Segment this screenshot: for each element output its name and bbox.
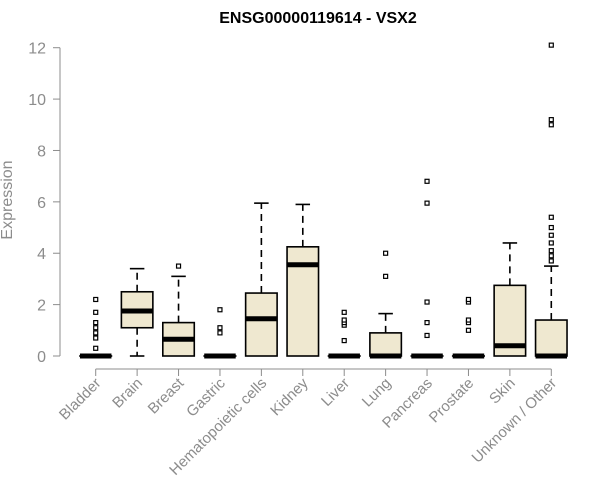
y-axis-label: Expression (0, 160, 16, 239)
outlier-point (424, 332, 430, 339)
y-tick-label: 2 (37, 298, 46, 315)
x-tick-label: Breast (145, 374, 188, 417)
y-tick-label: 10 (28, 92, 46, 109)
outlier-point (93, 335, 99, 341)
x-tick-label: Brain (109, 375, 146, 412)
outlier-point (548, 232, 554, 238)
chart-title: ENSG00000119614 - VSX2 (219, 10, 417, 27)
outlier-point (465, 327, 472, 333)
outlier-point (465, 317, 472, 323)
outlier-point (341, 337, 347, 344)
x-tick-label: Bladder (56, 375, 105, 424)
outlier-point (548, 258, 554, 264)
outlier-point (93, 309, 99, 315)
outlier-point (424, 299, 430, 305)
outlier-point (93, 296, 99, 303)
x-tick-label: Liver (318, 375, 353, 410)
y-tick-label: 4 (37, 246, 46, 263)
outlier-point (383, 273, 389, 279)
x-tick-label: Skin (486, 375, 519, 408)
outlier-point (548, 117, 554, 123)
outlier-point (341, 309, 347, 315)
outlier-point (175, 263, 182, 269)
box-brain (120, 267, 154, 357)
box-pancreas (410, 178, 444, 359)
outlier-point (341, 317, 347, 323)
outlier-point (93, 345, 99, 351)
y-tick-label: 12 (28, 41, 46, 58)
outlier-point (424, 178, 430, 184)
x-tick-label: Prostate (426, 375, 478, 427)
outlier-point (465, 296, 472, 303)
box-hematopoietic-cells (244, 202, 278, 357)
outlier-point (217, 307, 223, 313)
outlier-point (548, 240, 554, 246)
y-axis: 0 2 4 6 8 10 12 (28, 41, 61, 366)
box-iqr (534, 319, 568, 357)
outlier-point (93, 330, 99, 336)
outlier-point (93, 325, 99, 331)
outlier-point (217, 330, 223, 336)
y-tick-label: 0 (37, 349, 46, 366)
box-iqr (369, 332, 403, 357)
y-tick-label: 6 (37, 195, 46, 212)
box-kidney (286, 203, 320, 357)
outlier-point (217, 325, 223, 331)
y-tick-label: 8 (37, 143, 46, 160)
box-skin (493, 242, 527, 357)
box-breast (162, 263, 196, 357)
outlier-point (424, 320, 430, 326)
box-gastric (203, 307, 237, 359)
box-lung (369, 250, 403, 359)
outlier-point (548, 253, 554, 259)
outlier-point (548, 224, 554, 231)
x-tick-label: Lung (359, 375, 395, 411)
outlier-point (93, 320, 99, 326)
outlier-point (548, 214, 554, 220)
box-prostate (451, 296, 485, 359)
box-liver (327, 309, 361, 359)
outlier-point (424, 200, 430, 206)
outlier-point (548, 248, 554, 254)
box-iqr (244, 292, 278, 357)
box-unknown-other (534, 42, 568, 359)
boxes-layer (79, 42, 568, 359)
outlier-point (548, 122, 554, 128)
box-bladder (79, 296, 113, 359)
outlier-point (548, 42, 554, 48)
outlier-point (383, 250, 389, 256)
x-tick-label: Kidney (267, 374, 312, 419)
